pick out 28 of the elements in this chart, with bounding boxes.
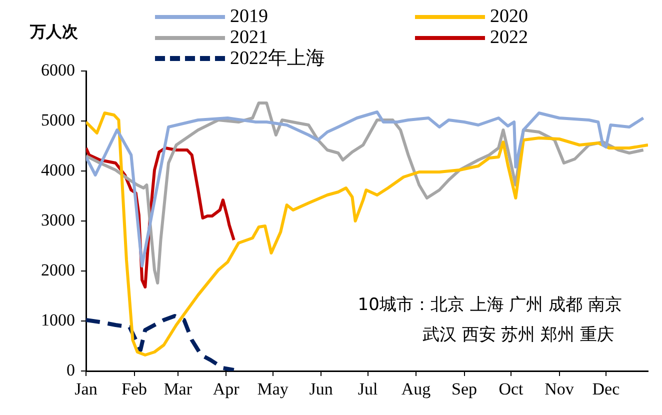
x-tick-label: Mar <box>164 380 192 399</box>
line-series <box>86 314 236 371</box>
annotation: 10城市：北京 上海 广州 成都 南京 <box>358 294 622 316</box>
x-tick-label: Oct <box>498 380 524 399</box>
y-tick-label: 3000 <box>41 210 75 230</box>
y-tick-label: 0 <box>66 360 75 380</box>
x-tick-label: Aug <box>401 380 432 399</box>
legend-label: 2022年上海 <box>230 48 325 69</box>
legend-label: 2022 <box>490 27 528 48</box>
y-tick-label: 4000 <box>41 160 75 180</box>
x-tick-label: Sep <box>452 380 478 399</box>
y-tick-label: 6000 <box>41 60 75 80</box>
y-axis-title: 万人次 <box>30 22 78 43</box>
annotation: 武汉 西安 苏州 郑州 重庆 <box>422 324 614 346</box>
legend-label: 2020 <box>490 6 528 27</box>
x-tick-label: Jan <box>74 380 98 399</box>
x-tick-label: Nov <box>544 380 574 399</box>
x-tick-label: Jun <box>309 380 334 399</box>
x-tick-label: Jul <box>358 380 378 399</box>
x-tick-label: May <box>257 380 289 399</box>
y-tick-label: 5000 <box>41 110 75 130</box>
x-tick-label: Dec <box>592 380 620 399</box>
legend-label: 2019 <box>230 6 268 27</box>
x-tick-label: Apr <box>212 380 240 399</box>
y-tick-label: 2000 <box>41 260 75 280</box>
legend-label: 2021 <box>230 27 268 48</box>
x-tick-label: Feb <box>122 380 148 399</box>
y-tick-label: 1000 <box>41 310 75 330</box>
